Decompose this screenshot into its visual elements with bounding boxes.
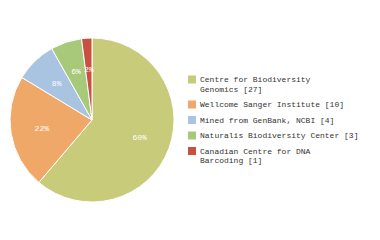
data-label: 8% bbox=[52, 79, 62, 88]
legend-label: Canadian Centre for DNABarcoding [1] bbox=[200, 147, 311, 166]
legend-label: Wellcome Sanger Institute [10] bbox=[200, 100, 344, 109]
legend: Centre for BiodiversityGenomics [27] Well… bbox=[188, 75, 358, 165]
legend-swatch bbox=[188, 116, 196, 124]
legend-label-line: Barcoding [1] bbox=[200, 156, 262, 165]
chart: 60% 22% 8% 6%2% Centre for BiodiversityGenom… bbox=[0, 0, 380, 240]
pie-slice bbox=[82, 38, 92, 120]
pie bbox=[10, 38, 174, 202]
legend-swatch bbox=[188, 76, 196, 84]
legend-item: Canadian Centre for DNABarcoding [1] bbox=[188, 147, 311, 166]
legend-item: Naturalis Biodiversity Center [3] bbox=[188, 131, 358, 140]
legend-label: Mined from GenBank, NCBI [4] bbox=[200, 116, 334, 125]
legend-item: Wellcome Sanger Institute [10] bbox=[188, 100, 344, 109]
pie-slice bbox=[52, 39, 92, 120]
legend-label: Centre for BiodiversityGenomics [27] bbox=[200, 75, 311, 94]
data-label: 22% bbox=[35, 124, 50, 133]
legend-label-line: Naturalis Biodiversity Center [3] bbox=[200, 131, 358, 140]
legend-item: Centre for BiodiversityGenomics [27] bbox=[188, 75, 311, 94]
legend-label-line: Genomics [27] bbox=[200, 85, 262, 94]
data-label: 2% bbox=[84, 65, 94, 74]
legend-label-line: Centre for Biodiversity bbox=[200, 75, 311, 84]
legend-label-line: Canadian Centre for DNA bbox=[200, 147, 311, 156]
legend-swatch bbox=[188, 101, 196, 109]
legend-swatch bbox=[188, 132, 196, 140]
legend-label-line: Mined from GenBank, NCBI [4] bbox=[200, 116, 334, 125]
data-labels: 60% 22% 8% 6%2% bbox=[35, 65, 148, 142]
data-label: 6% bbox=[71, 67, 81, 76]
legend-item: Mined from GenBank, NCBI [4] bbox=[188, 116, 334, 125]
legend-label: Naturalis Biodiversity Center [3] bbox=[200, 131, 358, 140]
legend-swatch bbox=[188, 147, 196, 155]
legend-label-line: Wellcome Sanger Institute [10] bbox=[200, 100, 344, 109]
data-label: 60% bbox=[133, 133, 148, 142]
